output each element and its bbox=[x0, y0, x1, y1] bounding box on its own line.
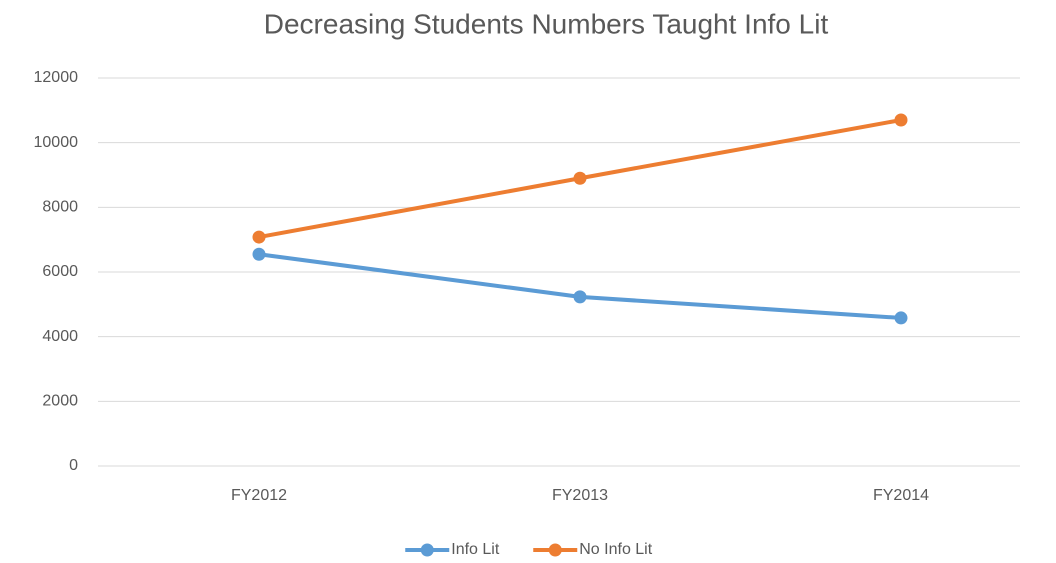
y-tick-label: 10000 bbox=[34, 134, 79, 151]
y-tick-label: 0 bbox=[69, 457, 78, 474]
legend-marker bbox=[420, 543, 434, 557]
data-point bbox=[252, 247, 266, 261]
x-tick-label: FY2012 bbox=[231, 487, 287, 504]
legend-label: No Info Lit bbox=[579, 541, 652, 558]
data-point bbox=[252, 230, 266, 244]
data-point bbox=[894, 311, 908, 325]
y-tick-label: 2000 bbox=[42, 393, 78, 410]
x-tick-label: FY2014 bbox=[873, 487, 929, 504]
data-point bbox=[894, 113, 908, 127]
legend-marker bbox=[548, 543, 562, 557]
series-line bbox=[257, 252, 903, 320]
legend-label: Info Lit bbox=[451, 541, 500, 558]
y-tick-label: 6000 bbox=[42, 263, 78, 280]
data-point bbox=[573, 171, 587, 185]
y-tick-label: 8000 bbox=[42, 199, 78, 216]
y-tick-label: 12000 bbox=[34, 69, 79, 86]
chart-title: Decreasing Students Numbers Taught Info … bbox=[264, 8, 829, 39]
y-tick-label: 4000 bbox=[42, 328, 78, 345]
data-point bbox=[573, 290, 587, 304]
x-tick-label: FY2013 bbox=[552, 487, 608, 504]
